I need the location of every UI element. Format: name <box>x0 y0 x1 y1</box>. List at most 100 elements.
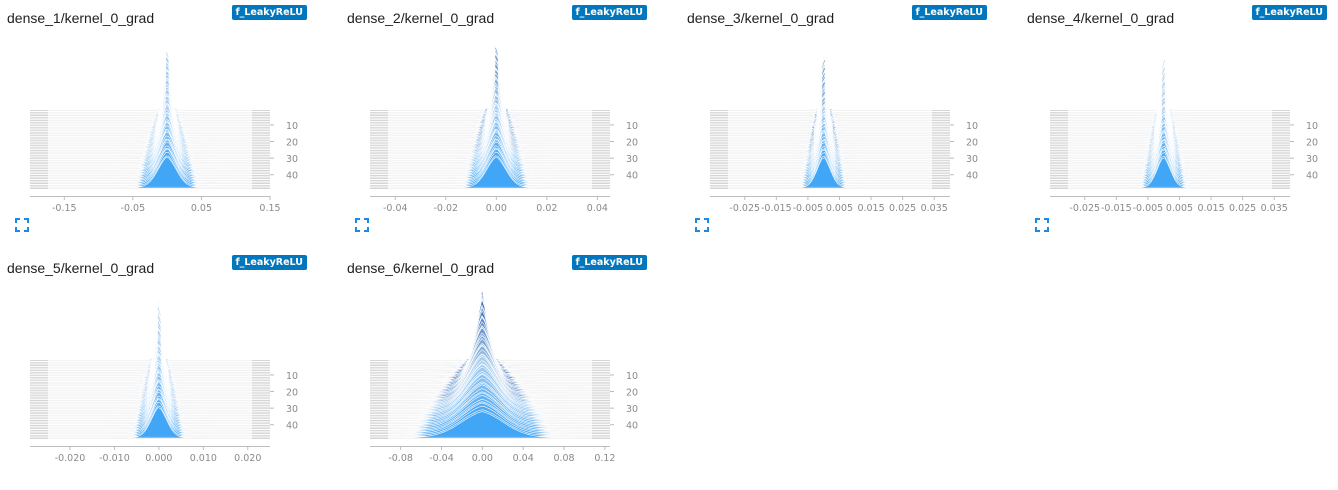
histogram-step-5 <box>30 305 270 367</box>
x-tick-label: 0.00 <box>486 203 507 214</box>
histogram-step-39 <box>30 135 270 174</box>
y-tick-label: 10 <box>966 121 978 132</box>
histogram-step-43 <box>30 145 270 180</box>
histogram-step-11 <box>30 69 270 127</box>
x-tick-label: -0.020 <box>55 453 86 464</box>
x-tick-label: 0.04 <box>587 203 608 214</box>
histogram-plot: 10 20 30 40 -0.025 -0.015 -0.005 0.005 0.015 0.02… <box>1050 51 1318 214</box>
histogram-step-12 <box>710 70 950 129</box>
x-tick-label: -0.05 <box>121 203 146 214</box>
histogram-card-dense-5: dense_5/kernel_0_grad f_LeakyReLU 10 20 30… <box>0 250 340 490</box>
histogram-step-22 <box>30 94 270 146</box>
histogram-step-9 <box>710 65 950 124</box>
histogram-step-30 <box>30 112 270 159</box>
histogram-step-5 <box>710 57 950 117</box>
histogram-step-5 <box>1050 57 1290 117</box>
expand-icon[interactable] <box>695 218 709 232</box>
histogram-step-16 <box>370 78 610 136</box>
x-tick-label: 0.020 <box>234 453 261 464</box>
histogram-step-35 <box>1050 125 1290 167</box>
histogram-step-4 <box>30 54 270 116</box>
histogram-step-29 <box>30 112 270 157</box>
expand-icon[interactable] <box>1035 218 1049 232</box>
histogram-step-12 <box>30 70 270 129</box>
run-badge: f_LeakyReLU <box>571 255 647 270</box>
histogram-step-17 <box>30 83 270 137</box>
x-tick-label: 0.12 <box>594 453 615 464</box>
histogram-step-48 <box>1050 157 1290 189</box>
histogram-card-dense-6: dense_6/kernel_0_grad f_LeakyReLU 10 20 30… <box>340 250 680 490</box>
histogram-ridges <box>1050 51 1290 189</box>
x-tick-label: 0.02 <box>536 203 557 214</box>
histogram-step-47 <box>30 405 270 437</box>
x-tick-label: 0.035 <box>1261 203 1288 214</box>
y-tick-label: 20 <box>966 138 978 149</box>
histogram-step-2 <box>710 54 950 112</box>
x-tick-label: 0.000 <box>145 453 172 464</box>
x-tick-label: -0.015 <box>761 203 792 214</box>
x-tick-label: 0.05 <box>191 203 212 214</box>
histogram-step-36 <box>30 129 270 169</box>
y-axis: 10 20 30 40 <box>950 121 978 182</box>
y-tick-label: 10 <box>626 121 638 132</box>
histogram-step-2 <box>1050 54 1290 112</box>
histogram-step-4 <box>710 56 950 116</box>
card-title: dense_3/kernel_0_grad <box>687 10 835 26</box>
y-tick-label: 20 <box>1306 138 1318 149</box>
histogram-card-dense-1: dense_1/kernel_0_grad f_LeakyReLU 10 20 30… <box>0 0 340 240</box>
x-tick-label: 0.005 <box>1166 203 1193 214</box>
x-tick-label: 0.04 <box>513 453 534 464</box>
histogram-step-13 <box>710 74 950 131</box>
y-axis: 10 20 30 40 <box>270 371 298 432</box>
histogram-step-13 <box>1050 74 1290 131</box>
histogram-step-1 <box>30 49 270 111</box>
y-tick-label: 30 <box>286 404 298 415</box>
histogram-step-20 <box>30 338 270 392</box>
histogram-step-34 <box>710 122 950 166</box>
histogram-step-3 <box>30 303 270 364</box>
card-title: dense_2/kernel_0_grad <box>347 10 495 26</box>
histogram-step-25 <box>30 102 270 151</box>
y-axis: 10 20 30 40 <box>610 121 638 182</box>
histogram-step-9 <box>30 314 270 374</box>
x-tick-label: 0.00 <box>472 453 493 464</box>
x-tick-label: -0.005 <box>1133 203 1164 214</box>
run-badge: f_LeakyReLU <box>231 255 307 270</box>
card-title: dense_5/kernel_0_grad <box>7 260 155 276</box>
y-tick-label: 20 <box>626 388 638 399</box>
card-title: dense_6/kernel_0_grad <box>347 260 495 276</box>
x-tick-label: 0.005 <box>826 203 853 214</box>
histogram-step-27 <box>30 105 270 154</box>
expand-icon[interactable] <box>355 218 369 232</box>
x-tick-label: -0.015 <box>1101 203 1132 214</box>
histogram-step-3 <box>1050 56 1290 114</box>
histogram-step-1 <box>710 51 950 111</box>
histogram-ridges <box>369 289 611 439</box>
card-title: dense_4/kernel_0_grad <box>1027 10 1175 26</box>
expand-icon-glyph <box>355 218 369 232</box>
histogram-step-9 <box>1050 65 1290 124</box>
x-tick-label: -0.025 <box>729 203 760 214</box>
histogram-ridges <box>30 297 270 439</box>
histogram-step-41 <box>30 139 270 177</box>
y-tick-label: 40 <box>286 171 298 182</box>
run-badge: f_LeakyReLU <box>231 5 307 20</box>
x-tick-label: -0.04 <box>429 453 454 464</box>
y-tick-label: 20 <box>286 388 298 399</box>
x-tick-label: -0.04 <box>383 203 408 214</box>
histogram-step-48 <box>370 156 610 189</box>
x-tick-label: 0.025 <box>889 203 916 214</box>
histogram-ridges <box>370 45 610 189</box>
expand-icon[interactable] <box>15 218 29 232</box>
histogram-step-48 <box>30 157 270 189</box>
histogram-step-7 <box>1050 63 1290 121</box>
x-axis: -0.020 -0.010 0.000 0.010 0.020 <box>30 446 270 464</box>
x-axis: -0.025 -0.015 -0.005 0.005 0.015 0.025 0.035 <box>710 196 950 214</box>
histogram-step-9 <box>30 64 270 124</box>
x-tick-label: -0.15 <box>52 203 77 214</box>
histogram-step-16 <box>30 328 270 386</box>
histogram-step-24 <box>30 99 270 149</box>
y-tick-label: 20 <box>626 138 638 149</box>
histogram-step-18 <box>30 86 270 139</box>
histogram-plot: 10 20 30 40 -0.025 -0.015 -0.005 0.005 0.015 0.02… <box>710 51 978 214</box>
